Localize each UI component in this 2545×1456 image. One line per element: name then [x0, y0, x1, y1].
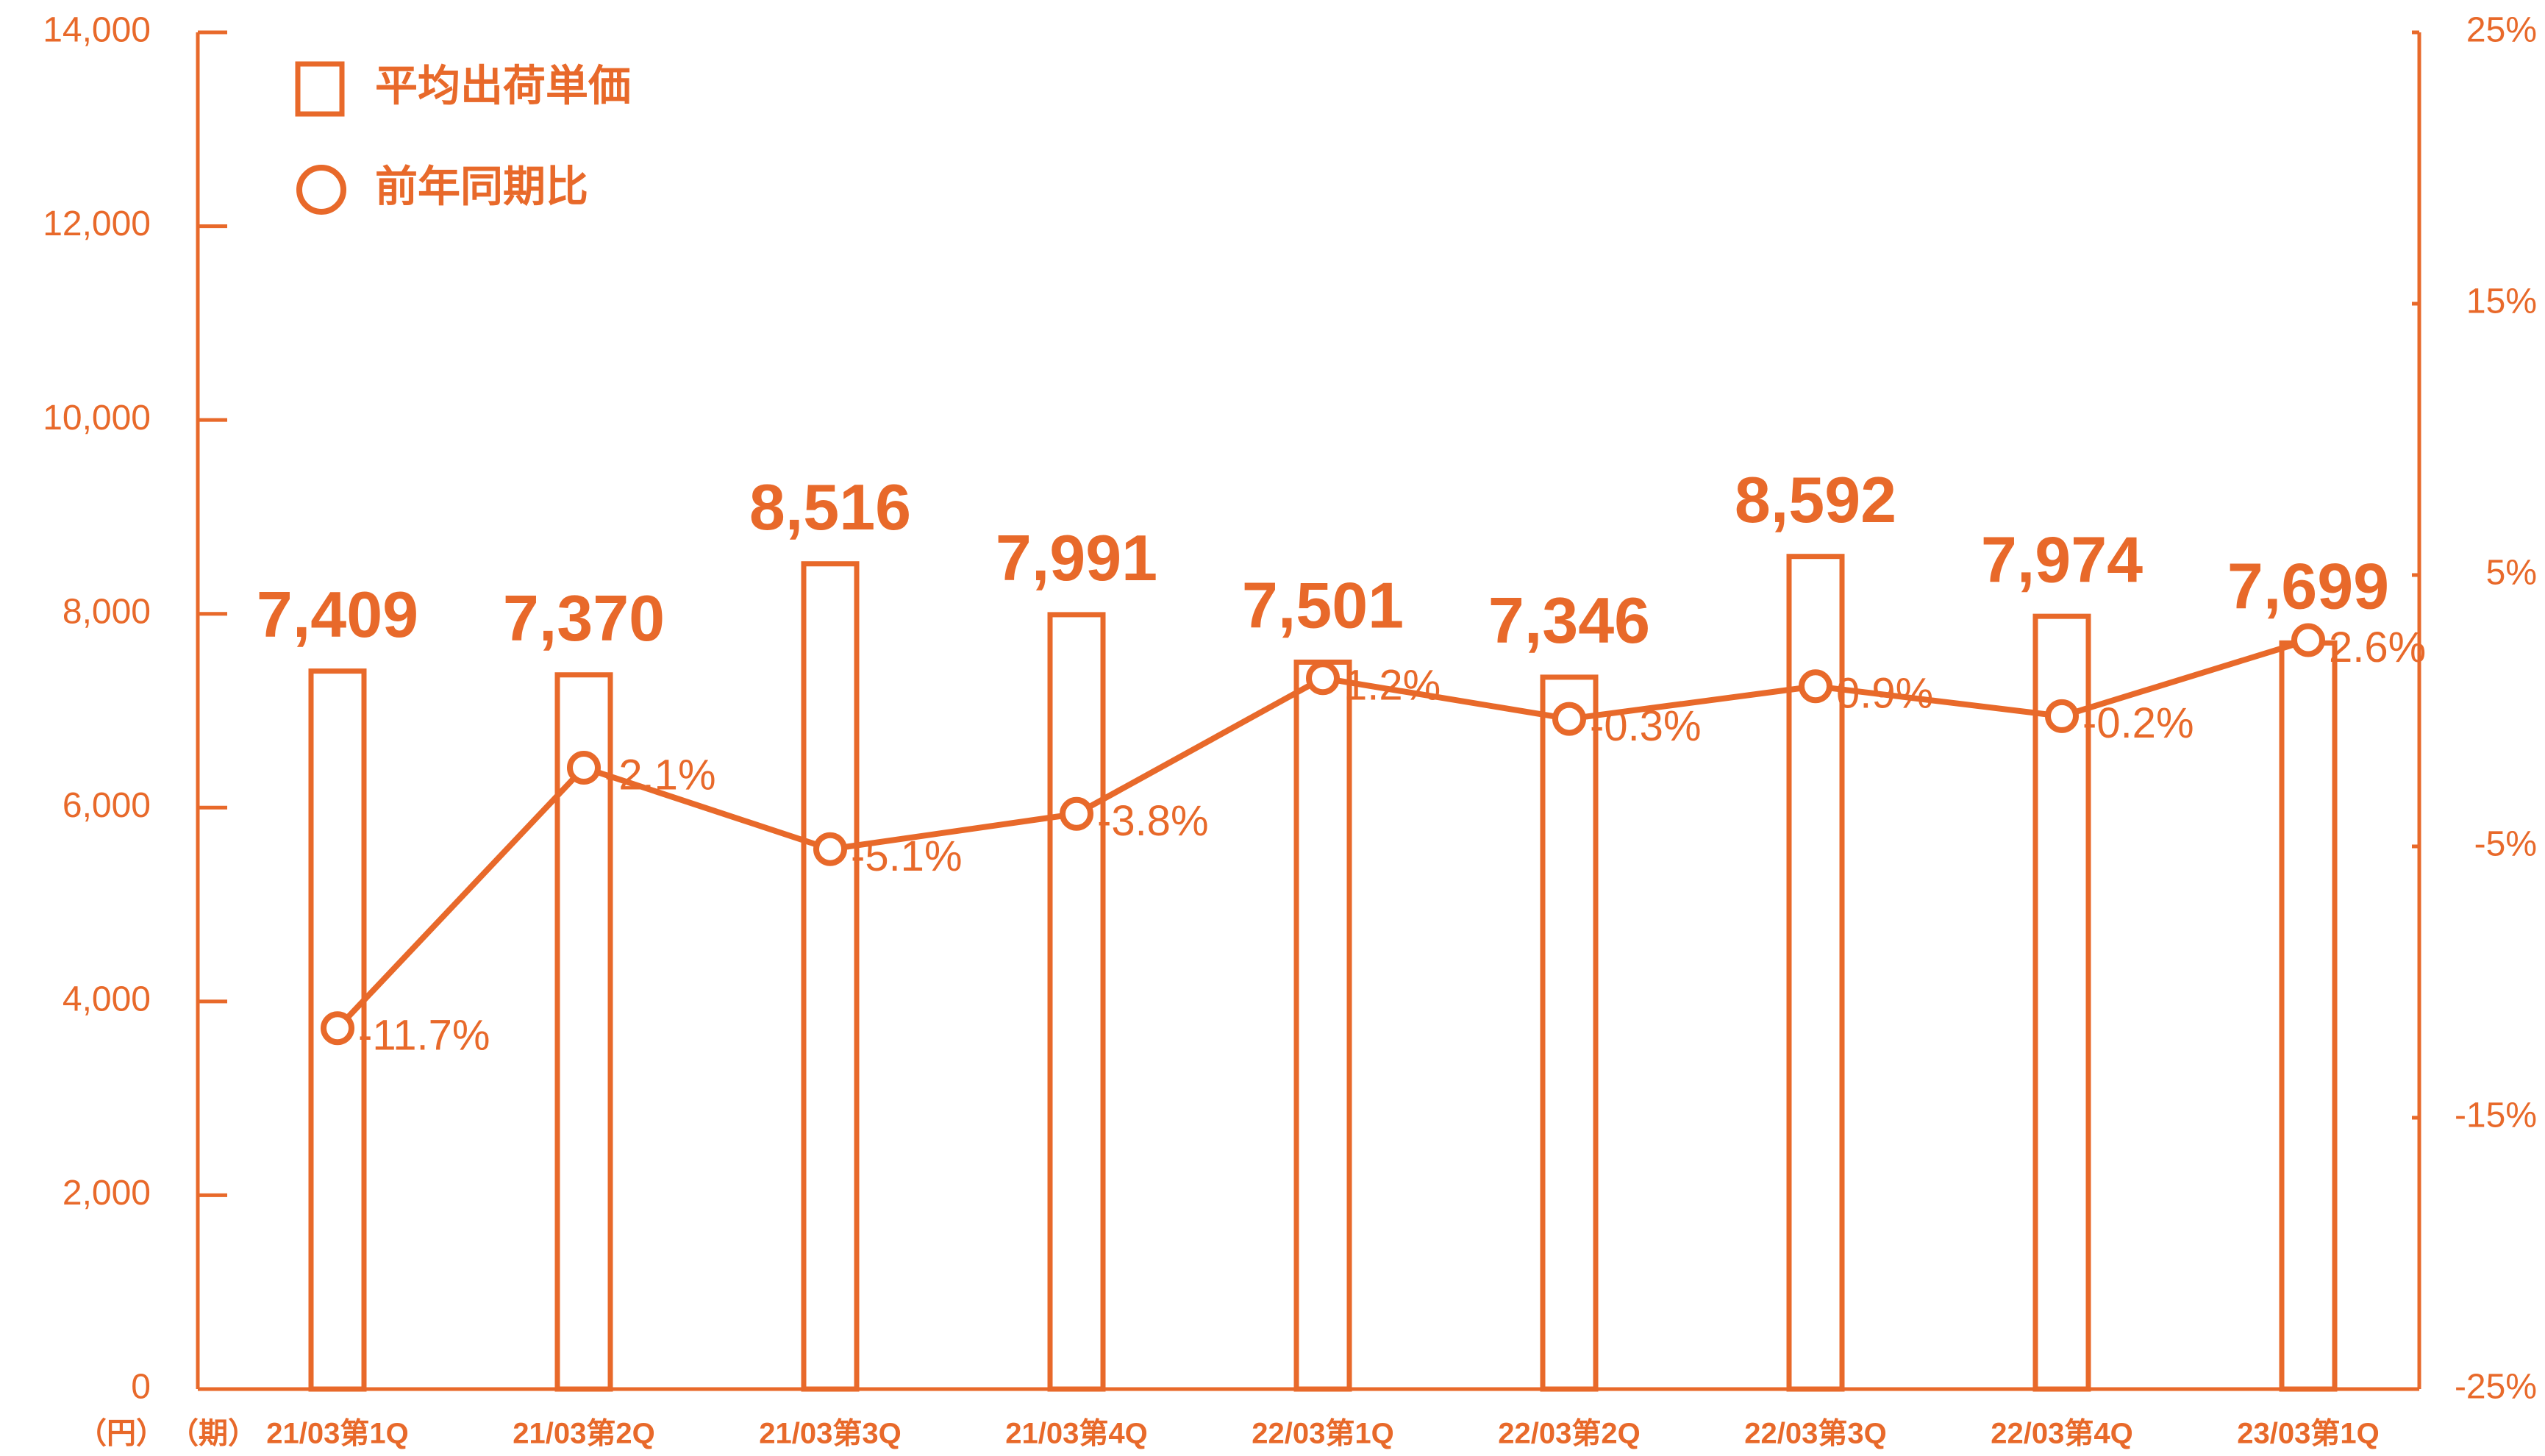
line-value-label: -0.3%	[1590, 702, 1702, 750]
y-tick-label: 4,000	[63, 980, 151, 1019]
x-tick-label: 22/03第4Q	[1991, 1418, 2132, 1450]
y-tick-label: 6,000	[63, 786, 151, 825]
y2-tick-label: 25%	[2466, 11, 2537, 50]
y2-tick-label: -15%	[2455, 1096, 2537, 1135]
line-value-label: 0.9%	[1836, 670, 1933, 718]
bar-value-label: 7,501	[1242, 569, 1404, 642]
line-point	[1060, 796, 1093, 831]
y2-tick-label: 5%	[2486, 554, 2537, 593]
line-point	[1552, 702, 1586, 736]
x-tick-label: 22/03第1Q	[1252, 1418, 1393, 1450]
bar	[801, 561, 860, 1392]
line-point	[1306, 661, 1340, 696]
bar-value-label: 7,974	[1981, 523, 2143, 596]
line-point	[1799, 669, 1832, 704]
bar	[308, 668, 367, 1392]
y-tick-label: 14,000	[43, 11, 151, 50]
y-tick-label: 8,000	[63, 592, 151, 631]
y-tick-label: 10,000	[43, 399, 151, 438]
line-value-label: -2.1%	[604, 751, 716, 799]
x-tick-label: 21/03第3Q	[759, 1418, 901, 1450]
line-value-label: -5.1%	[851, 832, 963, 880]
line-value-label: -11.7%	[358, 1012, 490, 1060]
y2-tick-label: -25%	[2455, 1368, 2537, 1407]
line-value-label: 1.2%	[1343, 662, 1441, 710]
bar	[2032, 613, 2091, 1392]
y-unit-label: （円）	[77, 1418, 165, 1450]
x-tick-label: 22/03第3Q	[1744, 1418, 1886, 1450]
x-tick-label: 21/03第2Q	[513, 1418, 654, 1450]
y2-tick-label: -5%	[2474, 825, 2537, 864]
legend-label: 平均出荷単価	[375, 62, 631, 110]
legend-marker	[296, 165, 346, 215]
line-value-label: -3.8%	[1097, 797, 1209, 845]
line-point	[567, 750, 601, 785]
x-tick-label: 21/03第1Q	[266, 1418, 408, 1450]
y-tick-label: 0	[131, 1368, 151, 1407]
bar-value-label: 7,699	[2227, 550, 2389, 623]
line-value-label: -0.2%	[2082, 699, 2194, 747]
bar	[554, 672, 613, 1392]
bar-value-label: 7,991	[996, 521, 1157, 594]
y-tick-label: 2,000	[63, 1174, 151, 1213]
legend-label: 前年同期比	[375, 163, 588, 210]
bar-value-label: 7,370	[503, 582, 665, 654]
legend-marker	[295, 61, 345, 117]
bar-value-label: 8,516	[749, 471, 911, 543]
y-tick-label: 12,000	[43, 204, 151, 243]
bar-value-label: 7,346	[1488, 584, 1650, 657]
x-tick-label: 21/03第4Q	[1005, 1418, 1147, 1450]
line-point	[813, 832, 847, 866]
line-point	[2291, 623, 2325, 657]
x-tick-label: 23/03第1Q	[2237, 1418, 2379, 1450]
line-point	[321, 1011, 354, 1046]
bar	[2279, 640, 2338, 1392]
y2-tick-label: 15%	[2466, 282, 2537, 321]
line-point	[2045, 699, 2079, 733]
line-value-label: 2.6%	[2329, 624, 2426, 671]
bar-value-label: 7,409	[257, 578, 418, 651]
bar	[1540, 674, 1599, 1392]
x-unit-label: （期）	[169, 1418, 257, 1450]
x-tick-label: 22/03第2Q	[1498, 1418, 1640, 1450]
bar-value-label: 8,592	[1735, 463, 1896, 536]
bar	[1293, 659, 1352, 1392]
bar	[1047, 612, 1106, 1392]
